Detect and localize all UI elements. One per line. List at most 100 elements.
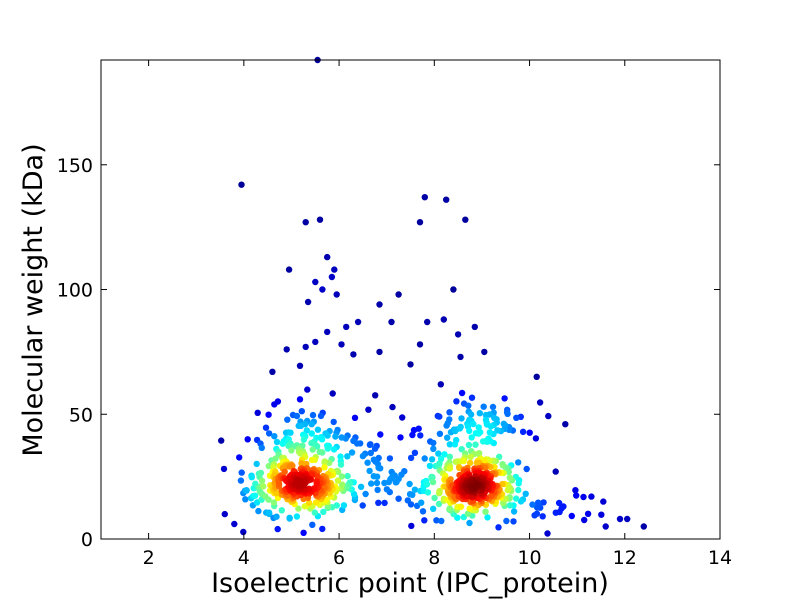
data-point [281, 468, 288, 475]
data-point [366, 467, 373, 475]
data-point [399, 414, 406, 421]
data-point [334, 477, 342, 484]
data-point [431, 494, 438, 502]
data-point [483, 421, 491, 428]
data-point [482, 411, 490, 419]
data-point [435, 450, 442, 457]
data-point [220, 465, 228, 473]
data-point [471, 323, 478, 331]
data-point [467, 453, 474, 460]
data-point [468, 394, 476, 401]
data-point [429, 478, 437, 486]
data-point [598, 511, 605, 518]
data-point [418, 499, 425, 506]
data-point [397, 434, 404, 441]
data-point [602, 523, 609, 530]
data-point [293, 412, 301, 420]
x-tick-label: 2 [143, 547, 155, 569]
data-point [464, 510, 472, 517]
data-point [580, 493, 587, 501]
y-tick-label: 50 [69, 404, 93, 426]
data-point [484, 514, 491, 521]
data-point [371, 445, 379, 452]
data-point [350, 351, 357, 358]
data-point [465, 441, 473, 449]
data-point [436, 487, 443, 495]
data-point [374, 486, 381, 494]
data-point [308, 421, 315, 428]
data-point [533, 510, 541, 517]
data-point [285, 266, 293, 273]
data-point [337, 461, 345, 468]
data-point [333, 291, 340, 298]
data-point [367, 449, 374, 457]
data-point [243, 487, 250, 494]
data-point [416, 219, 424, 226]
y-tick-label: 0 [81, 529, 93, 551]
data-point [285, 442, 292, 449]
data-point [466, 427, 473, 435]
data-point [503, 517, 510, 525]
data-point [244, 436, 251, 443]
data-point [348, 449, 356, 456]
data-point [377, 431, 384, 438]
data-point [466, 459, 474, 467]
data-point [317, 412, 325, 420]
x-tick-label: 14 [708, 547, 732, 569]
data-point [486, 429, 493, 436]
data-point [443, 196, 450, 203]
data-point [446, 505, 453, 512]
data-point [479, 438, 487, 445]
data-point [272, 455, 279, 462]
data-point [437, 381, 444, 388]
data-point [354, 318, 362, 326]
data-point [320, 508, 327, 516]
data-point [506, 502, 514, 509]
data-point [544, 530, 551, 537]
data-point [468, 434, 475, 441]
data-point [515, 459, 522, 466]
data-point [499, 462, 507, 469]
data-point [376, 301, 383, 308]
data-point [568, 512, 575, 520]
data-point [293, 513, 301, 520]
data-point [278, 507, 285, 514]
data-point [395, 291, 402, 298]
data-point [435, 500, 443, 508]
data-point [624, 515, 631, 523]
data-point [303, 427, 310, 434]
data-point [446, 465, 453, 472]
data-point [408, 522, 415, 530]
data-point [552, 509, 559, 516]
data-point [273, 438, 281, 446]
data-point [444, 434, 451, 441]
data-point [421, 194, 428, 201]
data-point [421, 517, 428, 524]
data-point [265, 509, 273, 516]
data-point [456, 464, 463, 471]
data-point [388, 318, 395, 326]
data-point [288, 447, 295, 454]
y-axis-title: Molecular weight (kDa) [18, 143, 49, 456]
plot-frame [100, 59, 721, 540]
x-axis-title: Isoelectric point (IPC_protein) [211, 568, 609, 599]
data-point [238, 181, 245, 188]
data-point [304, 298, 312, 306]
data-point [262, 424, 270, 431]
data-point [513, 495, 520, 502]
data-point [275, 480, 283, 488]
data-point [324, 253, 331, 261]
data-point [395, 495, 402, 502]
data-point [319, 286, 326, 293]
data-point [236, 454, 243, 461]
data-point [300, 436, 308, 443]
data-point [344, 472, 351, 480]
data-point [240, 528, 247, 536]
data-point [265, 411, 272, 418]
data-point [480, 403, 487, 410]
data-point [271, 433, 278, 440]
data-point [279, 440, 286, 447]
data-point [218, 437, 225, 444]
data-point [324, 445, 331, 452]
data-point [495, 524, 502, 531]
